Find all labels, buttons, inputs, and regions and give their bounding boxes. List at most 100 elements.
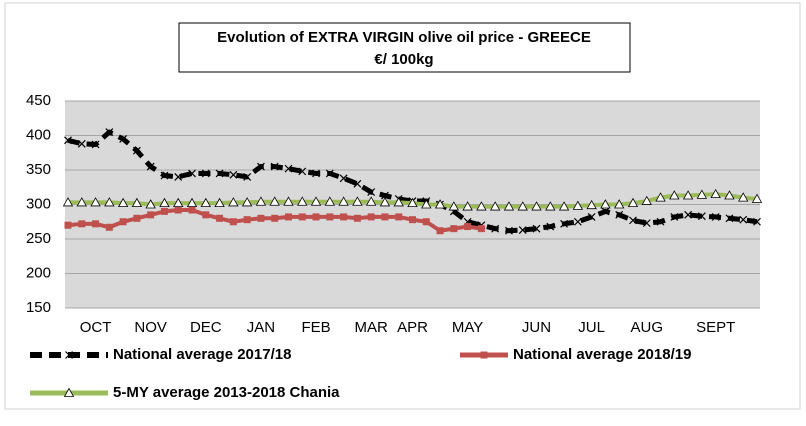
- marker: [558, 201, 570, 211]
- marker: [450, 225, 458, 233]
- marker: [76, 197, 87, 207]
- marker: [587, 212, 596, 221]
- marker: [298, 213, 306, 221]
- marker: [353, 214, 361, 222]
- marker: [243, 172, 252, 181]
- marker: [132, 146, 141, 155]
- marker: [545, 201, 556, 211]
- marker: [186, 197, 198, 208]
- chart-subtitle: €/ 100kg: [374, 51, 433, 68]
- marker: [160, 171, 169, 180]
- x-tick-label: NOV: [134, 319, 167, 336]
- marker: [753, 217, 761, 226]
- x-tick-label: MAY: [452, 319, 483, 336]
- marker: [215, 169, 224, 178]
- marker: [214, 197, 225, 208]
- marker: [532, 224, 541, 233]
- marker: [464, 223, 472, 231]
- marker: [255, 196, 267, 206]
- marker: [119, 218, 127, 226]
- marker: [297, 196, 308, 206]
- marker: [586, 199, 597, 210]
- marker: [131, 197, 143, 208]
- marker: [269, 196, 280, 206]
- y-tick-label: 350: [26, 161, 51, 178]
- marker: [298, 167, 307, 176]
- marker: [546, 222, 555, 231]
- marker: [353, 179, 362, 188]
- marker: [77, 139, 86, 148]
- y-tick-label: 400: [26, 126, 51, 143]
- marker: [229, 170, 238, 179]
- marker: [697, 212, 706, 221]
- x-tick-label: FEB: [301, 319, 330, 336]
- marker: [448, 201, 460, 211]
- marker: [284, 164, 293, 173]
- marker: [174, 206, 182, 214]
- marker: [241, 197, 253, 207]
- x-tick-label: OCT: [80, 319, 112, 336]
- marker: [751, 193, 763, 203]
- marker: [696, 189, 708, 199]
- marker: [216, 214, 224, 222]
- marker: [505, 226, 513, 235]
- y-tick-label: 150: [26, 299, 51, 316]
- x-tick-label: MAR: [354, 319, 388, 336]
- marker: [78, 220, 86, 228]
- marker: [312, 169, 320, 178]
- marker: [436, 227, 444, 235]
- marker: [381, 213, 389, 221]
- marker: [92, 220, 100, 228]
- marker: [146, 162, 155, 171]
- marker: [64, 136, 72, 145]
- marker: [560, 219, 569, 228]
- marker: [615, 210, 624, 219]
- marker: [325, 169, 334, 178]
- marker: [627, 197, 639, 208]
- marker: [710, 188, 721, 199]
- marker: [669, 190, 680, 200]
- marker: [145, 199, 156, 209]
- marker: [517, 201, 528, 211]
- marker: [682, 190, 694, 200]
- marker: [518, 226, 527, 234]
- marker: [352, 196, 363, 206]
- x-tick-label: AUG: [631, 319, 664, 336]
- marker: [160, 207, 168, 215]
- marker: [105, 128, 114, 136]
- marker: [90, 197, 101, 207]
- marker: [159, 197, 170, 208]
- marker: [724, 190, 735, 200]
- marker: [572, 200, 584, 210]
- marker: [147, 211, 155, 219]
- marker: [738, 192, 749, 202]
- marker: [310, 196, 322, 206]
- marker: [188, 206, 196, 214]
- chart-title: Evolution of EXTRA VIRGIN olive oil pric…: [217, 29, 591, 46]
- marker: [531, 201, 542, 211]
- marker: [104, 197, 115, 207]
- legend-label: National average 2018/19: [513, 346, 691, 363]
- marker: [64, 221, 72, 229]
- legend-label: 5-MY average 2013-2018 Chania: [113, 384, 340, 401]
- marker: [395, 213, 403, 221]
- marker: [62, 197, 74, 207]
- marker: [367, 188, 376, 197]
- marker: [65, 351, 73, 359]
- y-tick-label: 250: [26, 230, 51, 247]
- marker: [324, 196, 336, 206]
- legend-label: National average 2017/18: [113, 346, 291, 363]
- marker: [338, 196, 349, 206]
- marker: [367, 213, 375, 221]
- marker: [256, 162, 265, 171]
- x-tick-label: JUN: [522, 319, 551, 336]
- marker: [326, 213, 334, 221]
- marker: [243, 216, 251, 224]
- marker: [339, 174, 348, 183]
- marker: [684, 210, 693, 219]
- marker: [119, 135, 128, 143]
- marker: [365, 196, 377, 206]
- marker: [614, 199, 625, 209]
- marker: [201, 169, 210, 178]
